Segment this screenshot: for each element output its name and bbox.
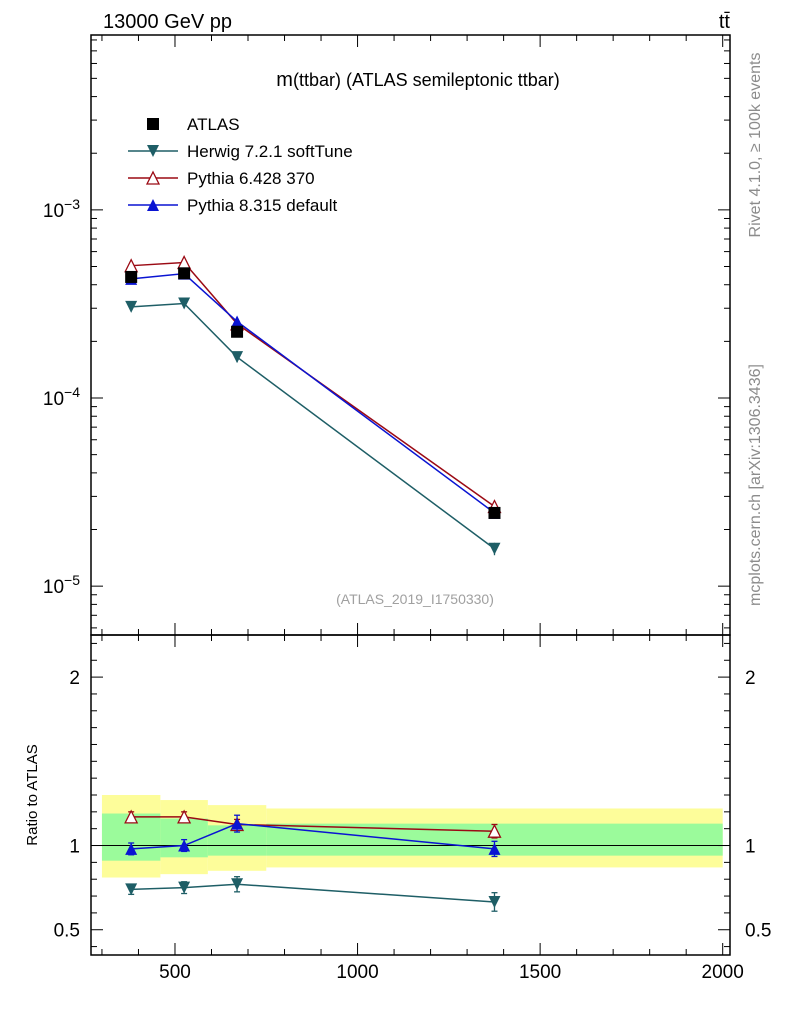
pythia8-ratio-point — [125, 842, 138, 855]
main-title-rest: (ttbar) (ATLAS semileptonic ttbar) — [293, 70, 560, 90]
ratio-panel: Ratio to ATLAS 500 1000 1500 2000 2 2 1 1 0.5 0.5 — [24, 634, 771, 983]
herwig-point — [231, 351, 244, 364]
rivet-label: Rivet 4.1.0, ≥ 100k events — [747, 53, 764, 238]
ratio-y-tick-label-left: 2 — [69, 668, 80, 689]
atlas-point — [488, 506, 501, 519]
herwig-ratio-point — [178, 881, 191, 894]
legend-pythia6-label: Pythia 6.428 370 — [187, 169, 315, 188]
pythia8-ratio-line — [131, 822, 495, 850]
atlas-point — [125, 270, 138, 283]
herwig-ratio-point — [231, 878, 244, 891]
ratio-frame — [90, 634, 731, 956]
ratio-y-tick-label-right: 2 — [745, 668, 756, 689]
header-left: 13000 GeV pp — [103, 11, 232, 33]
ratio-y-tick-label-right: 0.5 — [745, 921, 771, 942]
legend-herwig-label: Herwig 7.2.1 softTune — [187, 142, 353, 161]
x-tick-label: 1000 — [336, 962, 378, 983]
ratio-y-tick-label-left: 0.5 — [54, 921, 80, 942]
legend-pythia8-label: Pythia 8.315 default — [187, 196, 338, 215]
legend-herwig-marker — [147, 145, 159, 157]
main-title: m(ttbar) (ATLAS semileptonic ttbar) — [276, 69, 559, 91]
y-tick-exponent: −4 — [64, 384, 80, 400]
ratio-ylabel: Ratio to ATLAS — [24, 744, 41, 845]
x-tick-label: 500 — [159, 962, 191, 983]
pythia8-ratio-point — [488, 842, 501, 855]
herwig-ratio-line — [131, 883, 495, 903]
pythia6-ratio-point — [124, 809, 139, 824]
pythia8-point — [231, 315, 244, 328]
legend-pythia8-marker — [147, 199, 159, 211]
x-tick-label: 1500 — [519, 962, 561, 983]
y-tick-exponent: −5 — [64, 572, 80, 588]
atlas-point — [178, 267, 191, 280]
herwig-point — [178, 297, 191, 310]
x-tick-label: 2000 — [702, 962, 744, 983]
herwig-point — [488, 542, 501, 555]
pythia6-ratio-line — [131, 816, 495, 832]
ratio-y-tick-label-left: 1 — [69, 837, 80, 858]
header-right: tt̄ — [719, 11, 731, 33]
y-tick-base: 10 — [43, 577, 64, 598]
legend-atlas-marker — [147, 118, 159, 130]
y-tick-base: 10 — [43, 389, 64, 410]
legend: ATLAS Herwig 7.2.1 softTune Pythia 6.428 3… — [128, 115, 353, 215]
pythia6-ratio-point — [487, 823, 502, 838]
legend-pythia6-marker — [145, 170, 161, 185]
herwig-point — [125, 300, 138, 313]
pythia8-line — [131, 272, 495, 514]
herwig-ratio-point — [125, 883, 138, 896]
herwig-ratio-point — [488, 895, 501, 908]
pythia8-ratio-point — [231, 817, 244, 830]
atlas-point — [231, 325, 244, 338]
y-tick-label: 10−3 — [43, 196, 80, 222]
y-tick-label: 10−5 — [43, 572, 80, 598]
source-label: mcplots.cern.ch [arXiv:1306.3436] — [747, 364, 764, 606]
y-tick-label: 10−4 — [43, 384, 80, 410]
pythia6-ratio-point — [177, 809, 192, 824]
main-title-m: m — [276, 69, 293, 91]
main-panel: m(ttbar) (ATLAS semileptonic ttbar) (ATL… — [43, 34, 731, 636]
legend-atlas-label: ATLAS — [187, 115, 240, 134]
herwig-line — [131, 302, 495, 550]
ratio-y-tick-label-right: 1 — [745, 837, 756, 858]
pythia6-line — [131, 261, 495, 508]
analysis-watermark: (ATLAS_2019_I1750330) — [336, 591, 494, 607]
y-tick-base: 10 — [43, 201, 64, 222]
y-tick-exponent: −3 — [64, 196, 80, 212]
pythia8-ratio-point — [178, 839, 191, 852]
